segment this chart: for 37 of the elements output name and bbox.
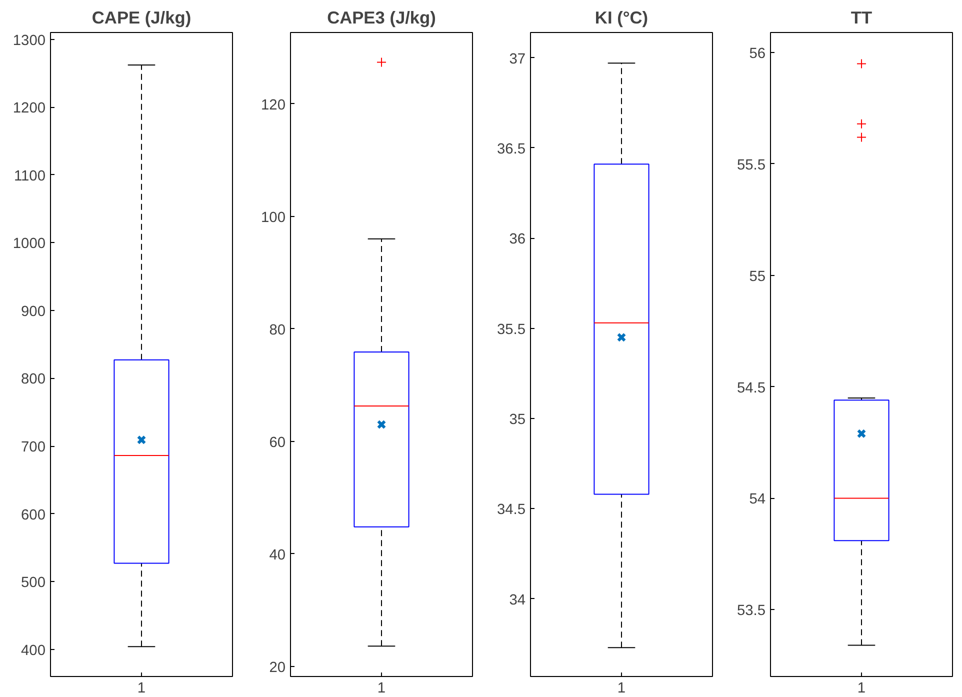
- y-tick-label: 35.5: [496, 322, 526, 338]
- y-tick-label: 35: [509, 412, 526, 428]
- chart-title: CAPE3 (J/kg): [327, 8, 436, 28]
- y-tick-label: 1000: [12, 236, 46, 252]
- chart-title: CAPE (J/kg): [92, 8, 192, 28]
- y-tick-label: 1300: [12, 32, 46, 49]
- y-tick-label: 55: [749, 268, 766, 285]
- y-tick-label: 53.5: [736, 603, 766, 620]
- y-tick-label: 36: [509, 232, 526, 248]
- y-tick-label: 34: [509, 592, 526, 608]
- y-tick-label: 80: [269, 322, 286, 338]
- y-tick-label: 1100: [14, 168, 46, 184]
- y-tick-label: 600: [21, 507, 46, 524]
- chart-title: TT: [850, 8, 872, 28]
- y-tick-label: 55.5: [736, 157, 766, 174]
- y-tick-label: 800: [21, 372, 46, 388]
- y-tick-label: 36.5: [496, 141, 526, 158]
- y-tick-label: 34.5: [496, 502, 526, 518]
- x-tick-label: 1: [377, 680, 386, 696]
- y-tick-label: 400: [21, 642, 46, 659]
- y-tick-label: 100: [261, 210, 286, 226]
- y-tick-label: 54: [749, 492, 766, 508]
- y-tick-label: 120: [261, 97, 286, 114]
- y-tick-label: 900: [21, 304, 46, 320]
- y-tick-label: 60: [269, 434, 286, 451]
- y-tick-label: 40: [269, 547, 286, 564]
- x-tick-label: 1: [617, 680, 626, 696]
- x-tick-label: 1: [137, 680, 146, 696]
- y-tick-label: 20: [269, 660, 286, 676]
- chart-title: KI (°C): [594, 8, 648, 28]
- y-tick-label: 54.5: [736, 380, 766, 396]
- y-tick-label: 700: [21, 440, 46, 456]
- y-tick-label: 56: [749, 46, 766, 62]
- y-tick-label: 37: [509, 51, 526, 68]
- y-tick-label: 500: [21, 575, 46, 592]
- x-tick-label: 1: [857, 680, 866, 696]
- y-tick-label: 1200: [12, 100, 46, 117]
